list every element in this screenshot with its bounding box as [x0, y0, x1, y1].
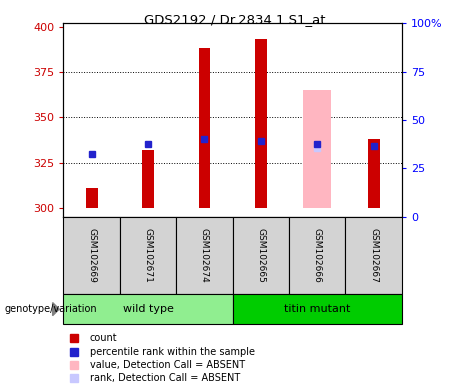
Bar — [345, 217, 402, 294]
Bar — [63, 217, 120, 294]
Bar — [233, 294, 402, 324]
Text: GSM102671: GSM102671 — [143, 228, 153, 283]
Text: GSM102665: GSM102665 — [256, 228, 266, 283]
Text: genotype/variation: genotype/variation — [5, 304, 97, 314]
Text: titin mutant: titin mutant — [284, 304, 351, 314]
Text: GSM102667: GSM102667 — [369, 228, 378, 283]
Bar — [289, 217, 345, 294]
Bar — [198, 48, 211, 208]
Text: wild type: wild type — [123, 304, 173, 314]
Bar — [304, 90, 331, 208]
Text: GSM102674: GSM102674 — [200, 228, 209, 283]
Text: percentile rank within the sample: percentile rank within the sample — [90, 347, 255, 357]
Bar — [63, 294, 233, 324]
Bar — [368, 139, 380, 208]
Text: value, Detection Call = ABSENT: value, Detection Call = ABSENT — [90, 360, 245, 370]
Bar — [120, 217, 176, 294]
Text: rank, Detection Call = ABSENT: rank, Detection Call = ABSENT — [90, 373, 240, 384]
Bar — [176, 217, 233, 294]
Text: count: count — [90, 333, 118, 343]
Bar — [233, 217, 289, 294]
Text: GSM102666: GSM102666 — [313, 228, 322, 283]
Bar — [142, 150, 154, 208]
Text: GDS2192 / Dr.2834.1.S1_at: GDS2192 / Dr.2834.1.S1_at — [144, 13, 326, 26]
Bar — [86, 188, 98, 208]
Bar — [255, 39, 267, 208]
Polygon shape — [53, 303, 59, 316]
Text: GSM102669: GSM102669 — [87, 228, 96, 283]
